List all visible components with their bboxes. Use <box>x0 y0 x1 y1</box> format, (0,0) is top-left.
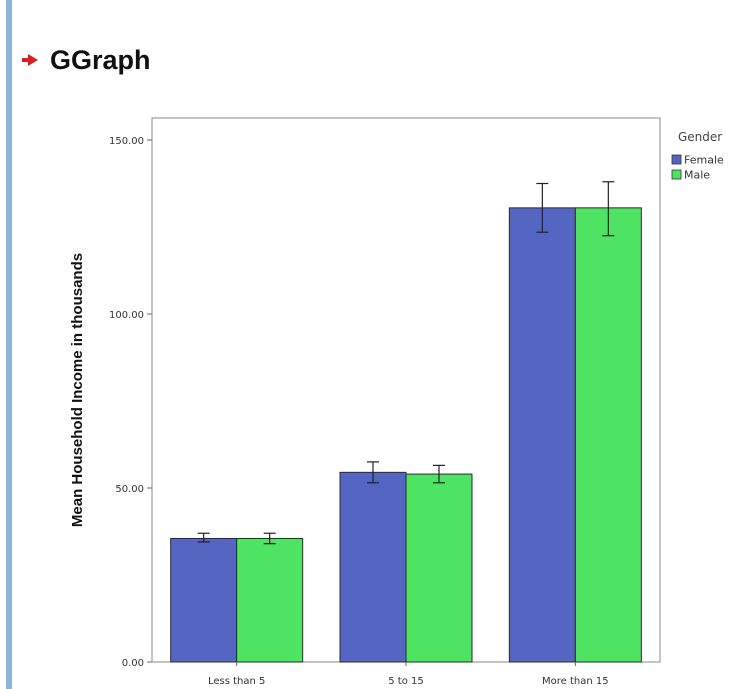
bars-layer <box>170 207 642 663</box>
legend-label-male: Male <box>684 169 710 182</box>
y-tick-label-1: 50.00 <box>115 484 144 495</box>
error-bar-male-0 <box>263 532 276 545</box>
bar-female-0 <box>170 537 238 663</box>
error-bar-female-0 <box>197 532 210 543</box>
legend-swatch-male <box>671 169 682 180</box>
y-tick-label-3: 150.00 <box>109 136 144 147</box>
y-axis-title: Mean Household Income in thousands <box>69 253 86 527</box>
error-bar-male-1 <box>433 464 445 484</box>
red-arrow-icon <box>22 54 38 66</box>
y-tick-label-0: 0.00 <box>122 658 144 669</box>
bar-male-2 <box>574 207 642 663</box>
bar-male-1 <box>405 473 473 663</box>
bar-male-0 <box>236 537 304 663</box>
bar-female-2 <box>508 207 576 663</box>
x-tick-label-0: Less than 5 <box>208 676 265 687</box>
left-margin-bar <box>6 0 12 689</box>
x-tick-label-2: More than 15 <box>542 676 609 687</box>
bar-female-1 <box>339 471 407 663</box>
legend-label-female: Female <box>684 154 724 167</box>
error-bar-female-1 <box>367 461 379 484</box>
x-axis: Less than 5 5 to 15 More than 15 <box>208 662 609 687</box>
legend-swatch-female <box>671 154 682 165</box>
y-tick-label-2: 100.00 <box>109 310 144 321</box>
output-header: GGraph <box>22 38 151 82</box>
error-bar-male-2 <box>602 181 615 237</box>
error-bar-female-2 <box>536 182 549 233</box>
output-title: GGraph <box>50 44 151 75</box>
legend: Gender Female Male <box>671 130 724 182</box>
legend-title: Gender <box>678 130 722 144</box>
x-tick-label-1: 5 to 15 <box>388 676 423 687</box>
error-bars-layer <box>197 181 615 545</box>
y-axis: 0.00 50.00 100.00 150.00 <box>109 136 152 669</box>
